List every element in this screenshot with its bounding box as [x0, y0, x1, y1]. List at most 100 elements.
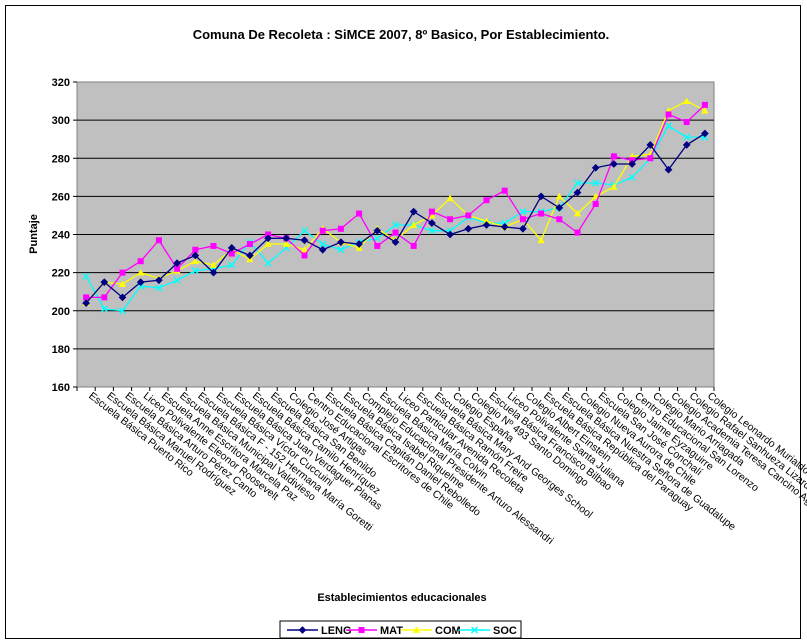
- data-point-soc: [319, 240, 327, 248]
- y-axis-title: Puntaje: [28, 214, 40, 254]
- y-tick-label: 160: [52, 382, 70, 394]
- data-point-soc: [82, 272, 90, 280]
- x-marker-stroke: [592, 179, 600, 187]
- x-marker-stroke: [628, 173, 636, 181]
- legend-item-mat: MAT: [346, 625, 403, 637]
- data-point-soc: [519, 208, 527, 216]
- data-point-leng: [318, 245, 327, 254]
- data-point-com: [537, 236, 545, 244]
- data-point-soc: [665, 122, 672, 130]
- data-point-soc: [191, 267, 199, 275]
- data-point-mat: [701, 101, 708, 108]
- data-point-com: [300, 246, 309, 253]
- data-point-com: [118, 280, 127, 287]
- data-point-leng: [446, 230, 455, 239]
- legend-marker: [471, 626, 478, 634]
- data-point-mat: [392, 229, 399, 236]
- x-marker-stroke: [471, 626, 478, 634]
- x-marker-stroke: [683, 133, 691, 141]
- data-point-com: [555, 192, 563, 200]
- data-point-leng: [136, 278, 145, 287]
- data-point-mat: [337, 225, 344, 232]
- data-point-com: [701, 106, 709, 114]
- x-marker-stroke: [173, 276, 181, 284]
- data-point-leng: [628, 160, 637, 168]
- data-point-com: [410, 221, 418, 228]
- data-point-mat: [374, 242, 381, 249]
- data-point-com: [610, 183, 618, 190]
- legend-item-leng: LENG: [287, 625, 352, 637]
- data-point-leng: [537, 192, 546, 201]
- x-marker-stroke: [301, 227, 308, 235]
- x-marker-stroke: [82, 272, 90, 280]
- data-point-soc: [628, 173, 636, 181]
- data-point-mat: [101, 294, 108, 301]
- x-marker-stroke: [574, 179, 581, 187]
- legend: LENG MAT COM SOC: [287, 625, 517, 637]
- data-point-leng: [391, 238, 400, 247]
- data-point-leng: [209, 268, 218, 277]
- y-tick-label: 260: [52, 191, 70, 203]
- data-point-mat: [447, 216, 454, 223]
- data-point-leng: [227, 243, 236, 252]
- data-point-leng: [409, 207, 418, 216]
- data-point-leng: [500, 222, 509, 231]
- x-marker-stroke: [228, 261, 236, 269]
- data-point-soc: [155, 284, 163, 292]
- y-tick-label: 280: [52, 153, 70, 165]
- data-point-com: [573, 209, 582, 217]
- data-point-mat: [301, 252, 308, 259]
- x-marker-stroke: [519, 208, 527, 216]
- data-point-mat: [465, 212, 472, 219]
- data-point-soc: [592, 179, 600, 187]
- y-tick-label: 220: [52, 268, 70, 280]
- data-point-mat: [210, 242, 217, 249]
- data-point-soc: [392, 221, 399, 229]
- data-point-leng: [118, 293, 127, 302]
- data-point-leng: [700, 129, 709, 138]
- data-point-com: [282, 240, 290, 247]
- data-point-mat: [356, 210, 363, 217]
- data-point-leng: [336, 238, 345, 247]
- data-point-soc: [173, 276, 181, 284]
- data-point-mat: [410, 242, 417, 249]
- data-point-mat: [155, 237, 162, 244]
- data-point-leng: [100, 278, 109, 287]
- data-point-com: [446, 194, 454, 202]
- x-marker-stroke: [119, 307, 126, 315]
- legend-marker: [298, 626, 307, 634]
- y-tick-label: 320: [52, 77, 70, 89]
- data-point-mat: [647, 155, 654, 162]
- gridlines: [77, 119, 714, 350]
- legend-label: MAT: [380, 625, 403, 637]
- data-point-mat: [83, 294, 90, 301]
- x-marker-stroke: [373, 234, 381, 242]
- data-point-mat: [538, 210, 545, 217]
- data-point-mat: [501, 187, 508, 194]
- data-point-soc: [264, 259, 272, 267]
- data-point-leng: [609, 160, 618, 168]
- data-point-mat: [483, 197, 490, 204]
- x-marker-stroke: [665, 122, 672, 130]
- data-point-mat: [683, 119, 690, 126]
- data-point-leng: [264, 234, 273, 243]
- data-point-com: [683, 97, 691, 104]
- data-point-soc: [373, 234, 381, 242]
- x-marker-stroke: [191, 267, 199, 275]
- data-point-leng: [191, 251, 200, 260]
- legend-item-soc: SOC: [459, 625, 517, 637]
- data-point-mat: [592, 201, 599, 207]
- data-point-com: [209, 261, 218, 268]
- legend-label: COM: [435, 625, 461, 637]
- chart-title: Comuna De Recoleta : SiMCE 2007, 8º Basi…: [193, 27, 610, 42]
- x-marker-stroke: [392, 221, 399, 229]
- data-point-mat: [137, 258, 144, 265]
- data-point-mat: [119, 269, 126, 276]
- legend-label: SOC: [493, 625, 517, 637]
- data-point-soc: [428, 227, 436, 235]
- series-lines: [82, 97, 709, 315]
- y-tick-label: 240: [52, 230, 70, 242]
- data-point-leng: [646, 140, 655, 149]
- y-tick-label: 180: [52, 344, 70, 356]
